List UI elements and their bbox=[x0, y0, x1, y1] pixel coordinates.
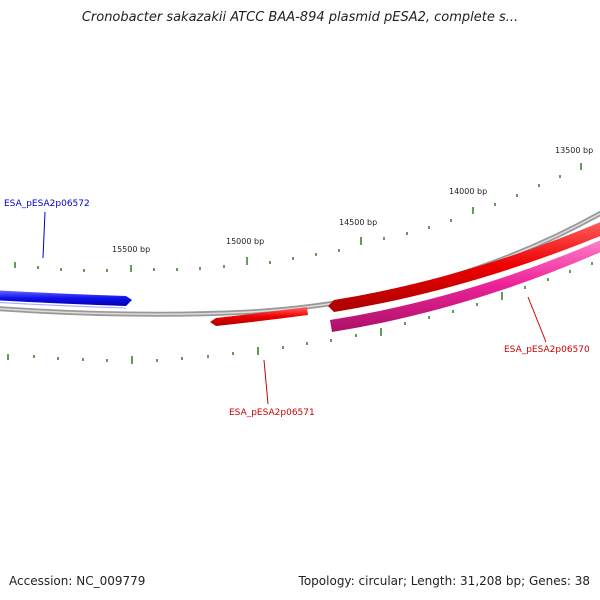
gene-arrow-p06572[interactable] bbox=[0, 290, 132, 306]
inner-tick-row bbox=[7, 262, 593, 364]
backbone-inner bbox=[0, 212, 600, 315]
tick-label-15500: 15500 bp bbox=[112, 245, 150, 254]
gene-label-p06570[interactable]: ESA_pESA2p06570 bbox=[504, 345, 590, 355]
outer-tick-row bbox=[14, 163, 582, 272]
accession-text: Accession: NC_009779 bbox=[9, 574, 146, 588]
gene-arrow-p06572-highlight bbox=[0, 302, 127, 309]
topology-summary: Topology: circular; Length: 31,208 bp; G… bbox=[298, 574, 590, 588]
map-title: Cronobacter sakazakii ATCC BAA-894 plasm… bbox=[81, 10, 519, 25]
leader-line-p06572 bbox=[42, 211, 46, 259]
gene-arrow-p06570[interactable] bbox=[328, 218, 600, 312]
tick-label-14000: 14000 bp bbox=[449, 187, 487, 196]
tick-label-14500: 14500 bp bbox=[339, 218, 377, 227]
gene-label-p06571[interactable]: ESA_pESA2p06571 bbox=[229, 408, 315, 418]
tick-label-15000: 15000 bp bbox=[226, 237, 264, 246]
gene-label-p06572[interactable]: ESA_pESA2p06572 bbox=[4, 199, 90, 209]
leader-line-p06570 bbox=[527, 296, 547, 343]
gene-arrow-pink[interactable] bbox=[330, 236, 600, 332]
tick-label-13500: 13500 bp bbox=[555, 146, 593, 155]
leader-line-p06571 bbox=[263, 359, 269, 405]
gene-arrow-p06571[interactable] bbox=[210, 307, 308, 326]
